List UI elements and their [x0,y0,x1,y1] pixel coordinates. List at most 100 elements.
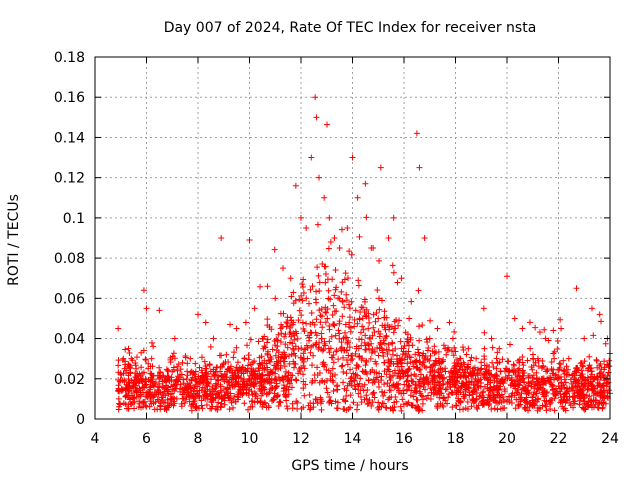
data-point [599,404,606,411]
data-point [321,194,328,201]
data-point [332,371,339,378]
data-point [170,398,177,405]
data-point [403,400,410,407]
data-point [173,385,180,392]
data-point [547,376,554,383]
data-point [191,397,198,404]
data-point [131,398,138,405]
data-point [159,394,166,401]
data-point [422,386,429,393]
data-point [351,316,358,323]
data-point [164,396,171,403]
data-point [542,402,549,409]
data-point [479,389,486,396]
data-point [225,379,232,386]
data-point [126,350,133,357]
data-point [316,307,323,314]
data-point [380,353,387,360]
data-point [275,331,282,338]
data-point [552,392,559,399]
data-point [511,362,518,369]
data-point [219,373,226,380]
data-point [304,345,311,352]
data-point [356,354,363,361]
y-tick-label: 0.16 [54,90,85,106]
data-point [398,356,405,363]
data-point [230,404,237,411]
data-point [384,351,391,358]
data-point [298,312,305,319]
data-point [325,345,332,352]
data-point [563,371,570,378]
data-point [471,369,478,376]
data-point [354,194,361,201]
data-point [349,154,356,161]
data-point [291,336,298,343]
data-point [536,386,543,393]
data-point [392,367,399,374]
data-point [188,407,195,414]
data-point [605,387,612,394]
data-point [506,372,513,379]
data-point [531,385,538,392]
data-point [520,372,527,379]
data-point [461,361,468,368]
data-point [282,373,289,380]
data-point [324,315,331,322]
data-point [347,366,354,373]
data-point [300,283,307,290]
data-point [194,391,201,398]
data-point [358,304,365,311]
data-point [364,386,371,393]
data-point [378,345,385,352]
data-point [259,390,266,397]
data-point [504,273,510,280]
data-point [303,224,310,231]
data-point [407,392,414,399]
data-point [581,377,588,384]
data-point [381,389,388,396]
data-point [502,365,509,372]
data-point [292,343,299,350]
data-point [214,364,221,371]
data-point [216,352,223,359]
data-point [479,399,486,406]
data-point [409,402,416,409]
data-point [312,94,319,101]
data-point [308,379,315,386]
data-point [283,323,290,330]
data-point [385,341,392,348]
data-point [488,335,495,342]
data-point [533,369,540,376]
data-point [151,380,158,387]
data-point [336,330,343,337]
data-point [300,385,307,392]
data-point [534,355,541,362]
data-point [600,382,607,389]
data-point [458,372,465,379]
data-point [503,366,510,373]
data-point [540,378,547,385]
data-point [367,355,374,362]
data-point [439,402,446,409]
data-point [319,347,326,354]
data-point [313,288,320,295]
data-point [353,365,360,372]
data-point [427,385,434,392]
data-point [152,399,159,406]
data-point [596,399,603,406]
data-point [361,381,368,388]
data-point [181,399,188,406]
data-point [460,406,467,413]
data-point [234,393,241,400]
data-point [446,319,453,326]
data-point [233,325,240,332]
data-point [473,395,480,402]
data-point [451,328,458,335]
data-point [301,365,308,372]
data-point [379,389,386,396]
data-point [296,366,303,373]
data-point [326,349,333,356]
data-point [531,381,538,388]
data-point [156,307,163,314]
